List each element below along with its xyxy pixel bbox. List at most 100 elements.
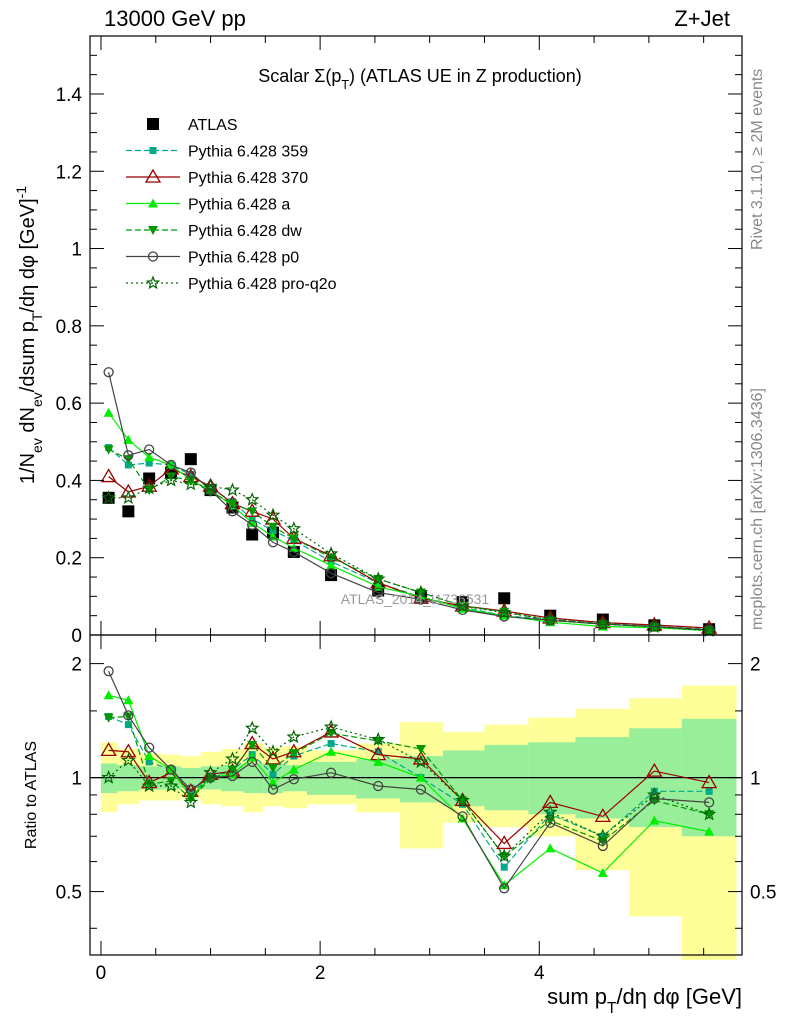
ratio-data-point [144,742,155,753]
main-data-point [121,490,136,505]
main-y-tick-label: 1.4 [56,85,83,106]
main-data-point [288,546,299,558]
legend-entry: Pythia 6.428 370 [126,168,308,187]
main-data-point [184,453,197,466]
ratio-data-point [100,742,117,757]
ratio-data-point [286,729,302,744]
main-data-point [326,560,337,570]
main-data-point [247,519,258,531]
ratio-data-point [205,772,216,783]
main-data-point [247,507,258,517]
ratio-panel: 0.5 0.5 1 1 2 2 0 2 4 Ratio to ATLAS sum pT/dη d… [23,634,776,1017]
ratio-data-point [325,767,337,778]
main-data-point [144,444,155,455]
ratio-data-point [545,817,556,828]
main-data-point [244,492,260,506]
ratio-data-point [499,880,510,890]
main-data-point [120,483,137,498]
legend-entry: Pythia 6.428 a [126,197,290,214]
legend-label: Pythia 6.428 dw [188,223,302,240]
main-data-point [286,521,302,535]
ratio-data-point [144,751,155,761]
ratio-data-point [705,787,713,795]
main-data-point [647,619,662,634]
ratio-data-point [455,792,470,807]
ratio-data-point [597,867,608,877]
main-data-point [124,461,132,469]
ratio-data-point [646,762,663,777]
ratio-data-point [247,756,258,768]
ratio-data-point [701,806,717,821]
main-data-point [595,616,611,631]
main-data-point [123,450,134,461]
ratio-data-point [163,778,179,793]
main-data-point [455,598,470,613]
main-data-point [145,459,153,467]
ratio-data-point [415,784,427,795]
ratio-data-point [264,750,282,765]
main-data-point [144,452,155,462]
ratio-band-inner [306,761,357,795]
ratio-y-tick-label-right: 1 [750,769,761,790]
ratio-y-tick-label: 1 [71,769,82,790]
ratio-axes: 0.5 0.5 1 1 2 2 0 2 4 [56,635,776,984]
main-y-tick-label: 1.2 [56,162,82,183]
legend-marker [144,168,162,183]
ratio-data-point [185,794,196,804]
ratio-data-point [141,778,157,793]
ratio-data-point [647,787,662,802]
main-y-tick-label: 0 [71,626,82,647]
ratio-data-point [124,721,132,729]
main-data-point [325,568,337,579]
legend-label: Pythia 6.428 p0 [188,250,299,267]
ratio-data-point [185,784,196,795]
ratio-data-point [288,749,299,759]
ratio-data-point [225,751,240,766]
ratio-data-point [500,863,508,871]
main-data-point [267,537,279,548]
ratio-data-point [288,774,299,785]
ratio-data-point [145,758,153,766]
main-data-point [247,517,258,527]
main-y-tick-label: 0.6 [56,394,82,415]
legend-marker [148,198,158,208]
ratio-uncertainty-bands [100,685,737,960]
ratio-data-point [496,848,512,863]
legend-label: Pythia 6.428 359 [188,144,308,161]
main-data-point [323,546,339,561]
process-label: Z+Jet [674,6,730,31]
main-data-point [166,472,177,482]
ratio-data-point [650,787,658,795]
legend: ATLAS Pythia 6.428 359 Pythia 6.428 370 Pyt… [126,117,337,293]
ratio-data-point [457,811,468,822]
ratio-data-point [121,752,136,767]
main-y-tick-label: 0.4 [56,471,83,492]
ratio-data-point [415,744,426,754]
main-data-point [183,476,199,491]
ratio-data-point [183,794,199,809]
ratio-data-point [227,770,238,782]
ratio-data-point [203,765,218,779]
ratio-data-point [595,828,611,843]
ratio-data-point [499,883,510,894]
main-data-point [141,480,157,495]
ratio-data-point [227,765,238,775]
ratio-data-point [103,666,114,677]
main-data-point [100,468,117,483]
ratio-data-point [123,695,134,705]
main-data-point [370,571,386,586]
legend-entry: Pythia 6.428 pro-q2o [126,275,337,293]
main-data-point [185,467,196,478]
ratio-data-point [370,731,386,746]
legend-marker [147,251,159,262]
ratio-data-point [244,720,260,735]
ratio-y-axis-label: Ratio to ATLAS [23,741,40,849]
main-data-point [499,611,510,622]
legend-label: ATLAS [188,117,238,134]
ratio-data-point [123,712,134,722]
ratio-band-inner [100,763,118,794]
ratio-data-point [594,808,611,823]
ratio-data-point [103,713,114,723]
main-y-tick-label: 0.2 [56,549,82,570]
main-data-point [457,604,468,616]
